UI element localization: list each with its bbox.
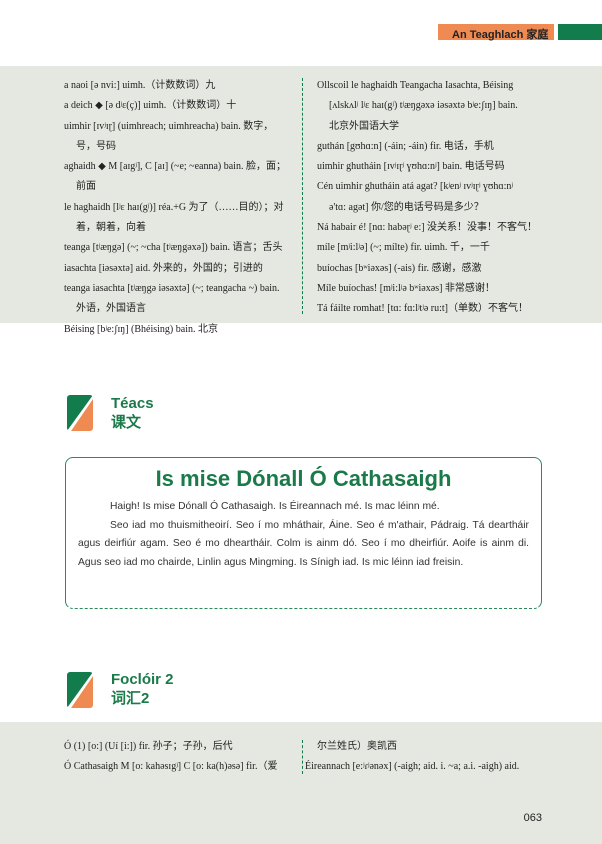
section-title-vocab2: Foclóir 2 词汇2 [111,670,174,708]
vocab-panel-1: a naoi [ə nvi:] uimh.（计数数词）九 a deich ◆ [ə… [0,66,602,335]
vocab-entry: Míle buíochas! [mʲi:lʲə bʷiəxəs] 非常感谢！ [317,282,495,294]
reading-title: Is mise Dónall Ó Cathasaigh [155,466,452,491]
vocab-entry: Cén uimhir ghutháin atá agat? [kʲenʲ ɪvʲ… [317,181,513,193]
vocab-entry: 北京外国语大学 [329,120,399,132]
vocab-entry: 着，朝着，向着 [76,222,146,234]
vocab-entry: Éireannach [e:ʲɾʲənəx] (-aigh; aid. i. ~… [305,761,520,773]
section-icon [67,672,93,708]
section-title-ga: Foclóir 2 [111,671,174,688]
vocab-entry: Béising [bʲe:ʃɪŋ] (Bhéising) bain. 北京 [64,323,218,335]
reading-box: Is mise Dónall Ó Cathasaigh Haigh! Is mi… [65,457,542,609]
vocab-entry: a deich ◆ [ə dʲɛ(ç)] uimh.（计数数词）十 [64,100,237,112]
vocab-panel-2: Ó (1) [o:] (Uí [i:]) fir. 孙子；子孙，后代 Ó Cath… [0,722,602,844]
vocab-column-right: Ollscoil le haghaidh Teangacha Iasachta,… [317,76,557,320]
vocab-entry: a naoi [ə nvi:] uimh.（计数数词）九 [64,80,216,91]
vocab-entry: 尔兰姓氏）奥凯西 [317,741,397,752]
vocab-column-left: a naoi [ə nvi:] uimh.（计数数词）九 a deich ◆ [ə… [64,76,304,340]
vocab-entry: 前面 [76,181,96,193]
chapter-tab: An Teaghlach 家庭 [438,24,554,41]
vocab-entry: 号，号码 [76,140,116,152]
vocab-entry: Ó (1) [o:] (Uí [i:]) fir. 孙子；子孙，后代 [64,741,233,752]
vocab-entry: uimhir ghutháin [ɪvʲɪɽʲ ɣʊhɑ:nʲ] bain. 电… [317,161,505,173]
vocab-entry: le haghaidh [lʲɛ haɪ(gʲ)] réa.+G 为了（……目的… [64,201,284,213]
vocab-entry: buíochas [bʷiəxəs] (-ais) fir. 感谢，感激 [317,262,482,274]
section-title-ga: Téacs [111,395,154,412]
chapter-tab-accent [558,24,602,40]
vocab-column-left: Ó (1) [o:] (Uí [i:]) fir. 孙子；子孙，后代 Ó Cath… [64,737,304,778]
section-title-text: Téacs 课文 [111,394,154,432]
vocab-entry: Ollscoil le haghaidh Teangacha Iasachta,… [317,80,514,91]
vocab-entry: [ʌlskʌlʲ lʲɛ haɪ(gʲ) tʲæŋgəxə iəsəxtə bʲ… [329,100,518,112]
vocab-entry: Ó Cathasaigh M [o: kahəsɪgʲ] C [o: ka(h)… [64,761,278,773]
section-title-zh: 词汇2 [111,690,150,707]
vocab-entry: Ná habair é! [nɑ: habəɽʲ e:] 没关系！没事！不客气！ [317,222,538,234]
vocab-entry: Tá fáilte romhat! [tɑ: fɑ:lʲtʲə ru:t]（单数… [317,303,529,315]
vocab-entry: 外语，外国语言 [76,303,146,315]
vocab-entry: uimhir [ɪvʲɪɽ] (uimhreach; uimhreacha) b… [64,120,274,132]
column-divider [302,740,303,774]
reading-paragraph: Haigh! Is mise Dónall Ó Cathasaigh. Is É… [110,501,440,512]
section-icon [67,395,93,431]
vocab-entry: míle [mʲi:lʲə] (~; mílte) fir. uimh. 千，一… [317,242,490,254]
vocab-entry: iasachta [iəsəxtə] aid. 外来的，外国的；引进的 [64,262,263,274]
vocab-entry: guthán [gʊhɑ:n] (-áin; -áin) fir. 电话，手机 [317,140,494,152]
section-title-zh: 课文 [111,414,142,431]
column-divider [302,78,303,314]
vocab-entry: aghaidh ◆ M [aɪgʲ], C [aɪ] (~e; ~eanna) … [64,161,286,173]
vocab-entry: ə'tɑ: agət] 你/您的电话号码是多少？ [329,201,484,213]
page-number: 063 [523,812,542,824]
reading-paragraph: Seo iad mo thuismitheoirí. Seo í mo mhát… [78,519,529,569]
vocab-entry: teanga iasachta [tʲæŋgə iəsəxtə] (~; tea… [64,282,280,294]
vocab-column-right: 尔兰姓氏）奥凯西 Éireannach [e:ʲɾʲənəx] (-aigh; a… [305,737,555,778]
vocab-entry: teanga [tʲæŋgə] (~; ~cha [tʲæŋgəxə]) bai… [64,242,283,254]
